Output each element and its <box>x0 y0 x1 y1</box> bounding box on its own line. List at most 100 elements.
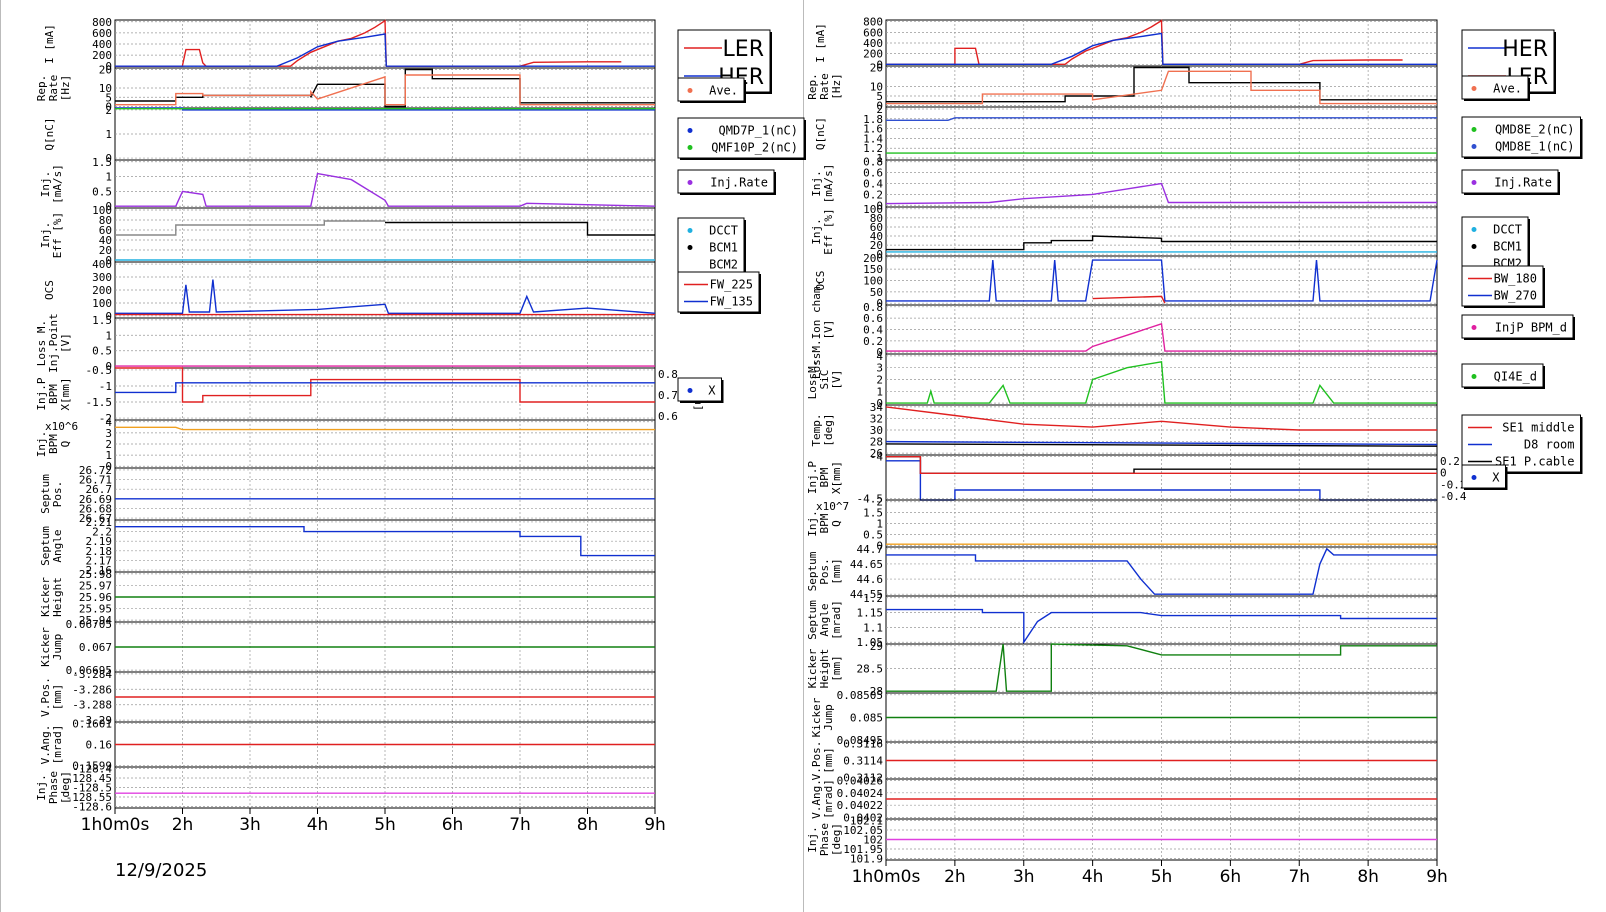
tick-label: 26.69 <box>79 493 112 506</box>
y-axis-label: Inj.Point <box>47 313 60 373</box>
tick-label: 2.17 <box>86 554 113 567</box>
tick-label: 0.3116 <box>843 737 883 750</box>
y-axis-label: [V] <box>822 320 835 340</box>
tick-label: 4 <box>876 350 883 363</box>
tick-label: 3 <box>876 362 883 375</box>
tick-label: 28 <box>870 685 883 698</box>
y-axis-label: Inj. <box>35 431 48 458</box>
tick-label: 0.5 <box>863 528 883 541</box>
tick-label: 25.94 <box>79 614 112 627</box>
x-tick-label: 5h <box>1151 867 1173 887</box>
y-axis-label: Q <box>59 441 72 448</box>
y-axis-label: Inj. <box>35 774 48 801</box>
x-tick-label: 2h <box>172 815 194 835</box>
legend-label: Ave. <box>709 84 738 98</box>
y-axis-label: BPM <box>818 513 831 533</box>
tick-label: 5 <box>876 90 883 103</box>
tick-label: 0 <box>105 360 112 373</box>
series-line <box>115 367 655 403</box>
tick-label: 101.95 <box>843 843 883 856</box>
tick-label: -128.45 <box>66 772 112 785</box>
y-axis-label: Kicker <box>810 697 823 737</box>
x-tick-label: 4h <box>307 815 329 835</box>
legend-box <box>1461 314 1574 339</box>
y-axis-label: V.Pos. <box>39 677 52 717</box>
legend-label: BCM2 <box>709 258 738 272</box>
tick-label: 2 <box>105 104 112 117</box>
y-axis-label: Inj.P <box>35 377 48 410</box>
tick-label: 25.98 <box>79 568 112 581</box>
tick-label: 400 <box>863 37 883 50</box>
y-axis-label: [mrad] <box>822 779 835 819</box>
y-axis-label: Inj. <box>39 171 52 198</box>
tick-label: 20 <box>99 244 112 257</box>
tick-label: 0 <box>105 310 112 323</box>
tick-label: 0.04022 <box>837 799 883 812</box>
tick-label: 0 <box>105 254 112 267</box>
chart-separator <box>803 0 804 912</box>
tick-label: 40 <box>870 230 883 243</box>
tick-label: 60 <box>99 224 112 237</box>
x-tick-label: 8h <box>577 815 599 835</box>
tick-label: 0 <box>105 152 112 165</box>
tick-label: 0.08495 <box>837 734 883 747</box>
tick-label: 4 <box>105 416 112 429</box>
tick-label: 0 <box>876 297 883 310</box>
legend-label: Ave. <box>1493 82 1522 96</box>
y-axis-label: BPM <box>47 434 60 454</box>
x-tick-label: 1h0m0s <box>81 815 150 835</box>
x-tick-label: 4h <box>1082 867 1104 887</box>
tick-label: 26.7 <box>86 483 113 496</box>
legend-label: DCCT <box>709 224 738 238</box>
tick-label: 20 <box>99 63 112 76</box>
tick-label: 0.16 <box>86 739 113 752</box>
tick-label: 2.21 <box>86 516 113 529</box>
x-tick-label: 3h <box>1013 867 1035 887</box>
tick-label: 0.6 <box>863 167 883 180</box>
legend: DCCT BCM1 BCM2 <box>677 217 746 277</box>
x-tick-label: 9h <box>1426 867 1448 887</box>
panel-frame <box>885 454 1438 501</box>
tick-label: 2.18 <box>86 545 113 558</box>
x-tick-label: 2h <box>944 867 966 887</box>
legend-dot <box>687 388 693 393</box>
series-line <box>115 220 385 236</box>
series-line <box>886 643 1437 692</box>
y-axis-label: BPM <box>818 467 831 487</box>
series-line <box>885 182 1437 205</box>
tick-label: 0 <box>105 60 112 73</box>
tick-label: 2.16 <box>86 564 113 577</box>
y-axis-label: V.Ang. <box>810 779 823 819</box>
legend-label: X <box>708 384 716 398</box>
right-tick-label: 0 <box>1440 467 1447 480</box>
legend-label: Inj.Rate <box>1494 176 1552 190</box>
tick-label: 0.4 <box>863 178 883 191</box>
right-tick-label: 0.7 <box>658 389 678 402</box>
tick-label: 150 <box>863 263 883 276</box>
tick-label: 44.6 <box>857 573 884 586</box>
tick-label: 2 <box>876 103 883 116</box>
right-panel-vpos: 0.3116 0.3114 0.3112 V.Pos. [mm] <box>810 737 1438 785</box>
legend-box <box>1461 75 1529 100</box>
tick-label: 1.5 <box>92 314 112 327</box>
legend-label: BCM1 <box>709 241 738 255</box>
series-line <box>886 360 1437 404</box>
y-axis-label: Q <box>830 520 843 527</box>
legend-label: QMD7P_1(nC) <box>719 124 798 138</box>
exponent-label: x10^6 <box>45 420 78 433</box>
tick-label: 80 <box>99 214 112 227</box>
series-line <box>115 279 656 314</box>
tick-label: 2 <box>876 496 883 509</box>
x-tick-label: 3h <box>239 815 261 835</box>
right-panel-kickerh: 29 28.5 28 Kicker Height [mm] <box>806 640 1438 698</box>
legend-dot <box>687 245 693 250</box>
tick-label: 26.71 <box>79 474 112 487</box>
series-line <box>885 443 1438 447</box>
legend-label: InjP BPM_d <box>1495 321 1567 335</box>
y-axis-label: LossM. <box>806 360 819 400</box>
